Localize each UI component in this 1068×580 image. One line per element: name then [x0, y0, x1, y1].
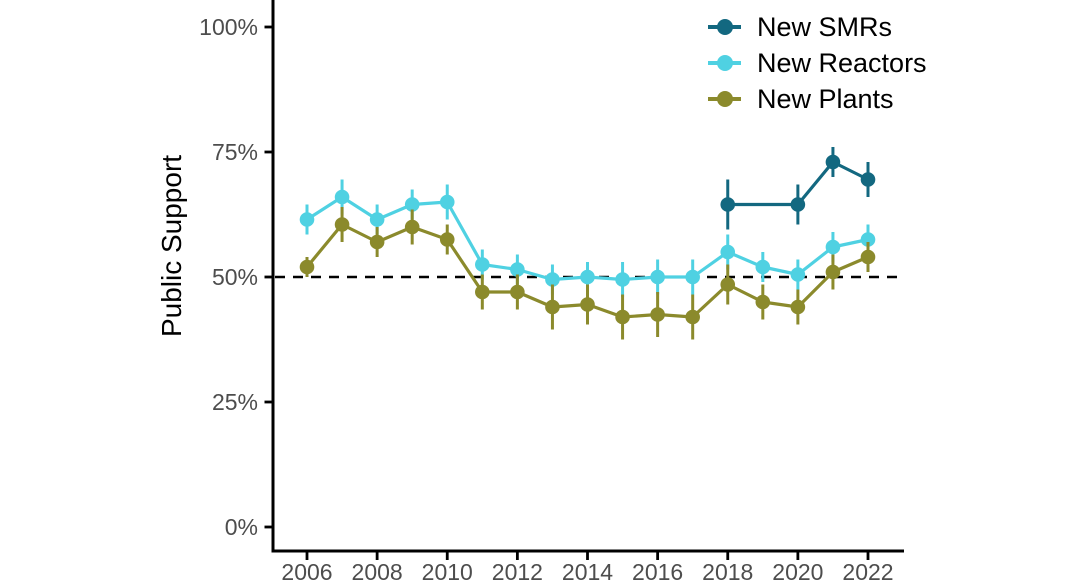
legend-label-new-smrs: New SMRs — [757, 11, 893, 42]
x-tick-label: 2016 — [632, 559, 683, 580]
data-point — [439, 194, 455, 210]
line-dot-marker-icon — [708, 53, 741, 73]
x-tick-label: 2018 — [702, 559, 753, 580]
data-point — [369, 234, 385, 250]
series-new-plants — [299, 207, 876, 340]
legend-item-new-plants: New Plants — [708, 81, 927, 117]
legend: New SMRs New Reactors New Plants — [708, 9, 927, 117]
data-point — [685, 269, 700, 285]
data-point — [475, 284, 490, 300]
y-tick-label: 0% — [225, 514, 258, 540]
data-point — [475, 257, 490, 272]
series-line — [727, 160, 869, 207]
data-point — [720, 197, 736, 212]
data-point — [369, 212, 385, 227]
x-axis-ticks: 2006 2008 2010 2012 2014 2016 2018 2020 2022 — [281, 551, 894, 580]
data-point — [720, 244, 736, 260]
data-point — [790, 197, 806, 212]
data-point — [860, 249, 876, 265]
data-point — [825, 264, 841, 280]
y-axis-ticks: 0% 25% 50% 75% 100% — [199, 14, 273, 540]
data-point — [334, 189, 350, 205]
data-point — [755, 294, 771, 310]
data-point — [860, 232, 876, 247]
line-dot-marker-icon — [708, 89, 741, 109]
data-point — [615, 309, 630, 325]
data-point — [580, 297, 595, 312]
series-new-smrs — [720, 147, 876, 230]
y-tick-label: 75% — [212, 139, 258, 165]
legend-label-new-reactors: New Reactors — [757, 47, 927, 78]
data-point — [299, 212, 315, 227]
legend-label-new-plants: New Plants — [757, 83, 894, 114]
data-point — [860, 172, 876, 187]
y-axis-title: Public Support — [156, 154, 187, 338]
data-point — [720, 277, 736, 292]
data-point — [755, 259, 771, 275]
data-point — [545, 299, 560, 315]
data-point — [404, 197, 420, 212]
data-point — [510, 262, 525, 277]
data-point — [510, 284, 525, 300]
y-tick-label: 25% — [212, 389, 258, 415]
data-point — [685, 309, 700, 325]
data-point — [650, 269, 665, 285]
data-point — [650, 307, 665, 322]
x-tick-label: 2022 — [842, 559, 893, 580]
data-point — [615, 272, 630, 287]
y-tick-label: 50% — [212, 264, 258, 290]
x-tick-label: 2012 — [492, 559, 543, 580]
x-tick-label: 2008 — [352, 559, 403, 580]
legend-item-new-smrs: New SMRs — [708, 9, 927, 45]
data-point — [299, 259, 315, 275]
line-dot-marker-icon — [708, 17, 741, 37]
x-tick-label: 2020 — [772, 559, 823, 580]
data-point — [545, 272, 560, 287]
legend-item-new-reactors: New Reactors — [708, 45, 927, 81]
y-tick-label: 100% — [199, 14, 258, 40]
data-point — [825, 154, 841, 170]
data-point — [439, 232, 455, 247]
data-point — [825, 239, 841, 255]
data-point — [580, 269, 595, 285]
x-tick-label: 2014 — [562, 559, 613, 580]
x-tick-label: 2006 — [281, 559, 332, 580]
data-point — [790, 299, 806, 315]
data-point — [334, 217, 350, 232]
x-tick-label: 2010 — [422, 559, 473, 580]
data-point — [404, 219, 420, 235]
data-point — [790, 267, 806, 282]
